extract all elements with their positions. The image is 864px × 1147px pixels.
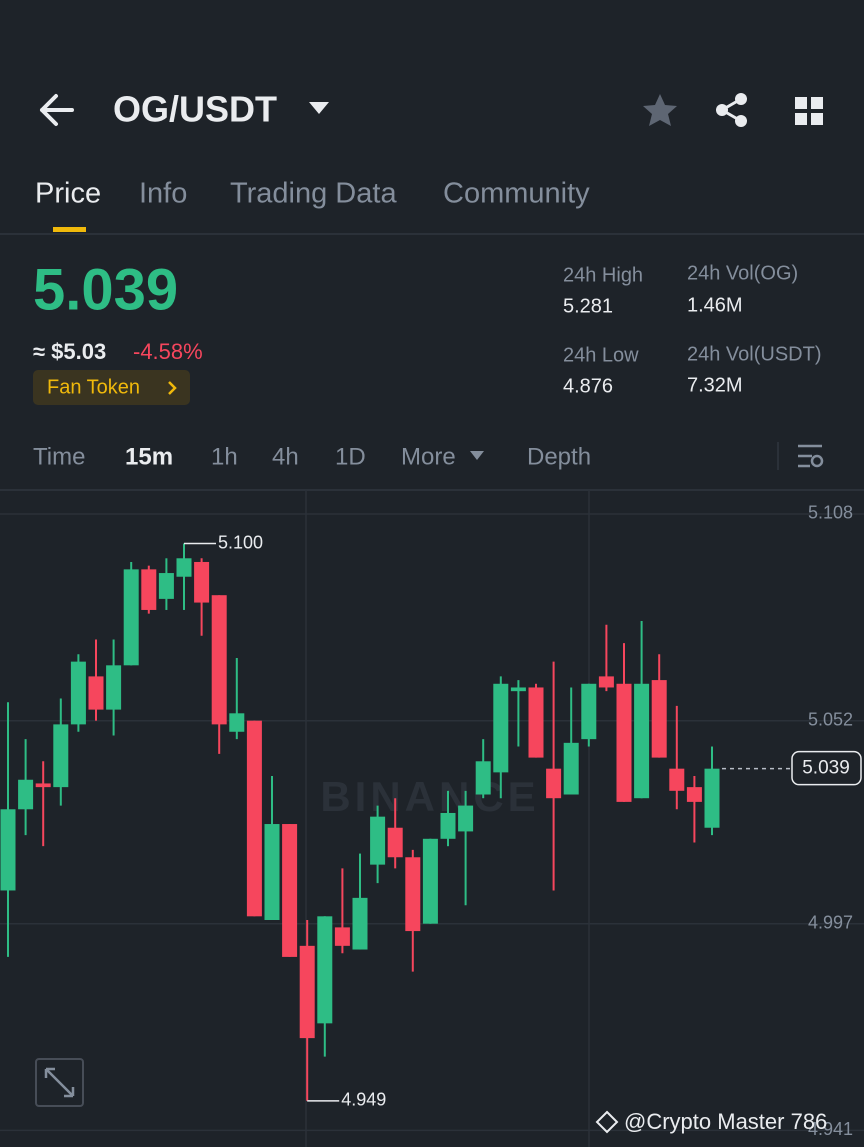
interval[interactable]: 1h: [211, 443, 238, 470]
candle-body: [211, 595, 227, 725]
candle-body: [651, 680, 667, 758]
chart-settings[interactable]: [798, 444, 824, 468]
settings-lines: [798, 444, 822, 468]
candle-body: [0, 809, 16, 891]
candle-body: [475, 761, 491, 795]
candle-body: [493, 683, 509, 773]
candle-body: [634, 683, 650, 799]
last-price-tag: [791, 750, 862, 786]
candle-body: [282, 824, 298, 957]
credit: @Crypto Master 786: [624, 1109, 827, 1134]
candle-body: [334, 927, 350, 946]
candle-body: [88, 676, 104, 710]
tab-indicator: [53, 227, 86, 232]
last-price-label: 5.039: [802, 758, 850, 779]
stat-value: 1.46M: [687, 294, 743, 316]
more-caret: [470, 451, 484, 460]
settings-gear: [810, 454, 824, 468]
candle-body: [616, 683, 632, 802]
candle-body: [352, 897, 368, 950]
grid-cell: [811, 97, 823, 109]
candle-body: [528, 687, 544, 758]
share-lines: [719, 97, 742, 123]
max-marker-label: 5.100: [218, 532, 263, 552]
stat-label: 24h High: [563, 264, 643, 286]
candle-body: [387, 827, 403, 858]
tag-text: Fan Token: [47, 376, 140, 398]
tab[interactable]: Price: [35, 178, 101, 210]
tab[interactable]: Info: [139, 178, 187, 210]
tab[interactable]: Trading Data: [230, 178, 397, 210]
interval[interactable]: 1D: [335, 443, 366, 470]
candle-body: [669, 768, 685, 791]
candle-body: [35, 783, 51, 788]
pair-title[interactable]: OG/USDT: [113, 89, 277, 130]
grid-menu[interactable]: [795, 97, 823, 125]
candle-body: [229, 713, 245, 732]
candle-body: [686, 787, 702, 802]
interval[interactable]: 4h: [272, 443, 299, 470]
candle-body: [106, 665, 122, 710]
candle-body: [317, 916, 333, 1024]
stat-value: 5.281: [563, 295, 613, 317]
stat-label: 24h Vol(OG): [687, 262, 798, 284]
watermark: BINANCE: [320, 773, 539, 820]
credit-logo: [595, 1110, 619, 1134]
candle-body: [53, 724, 69, 788]
stat-value: 7.32M: [687, 374, 743, 396]
candle-body: [18, 779, 34, 810]
stat-value: 4.876: [563, 375, 613, 397]
back-arrow: [40, 94, 74, 126]
candle-body: [440, 812, 456, 839]
tag-chip[interactable]: [33, 370, 190, 405]
y-tick-label: 4.997: [808, 912, 853, 932]
share-button[interactable]: [716, 93, 747, 127]
y-tick-label: 5.052: [808, 709, 853, 729]
candle-body: [176, 558, 192, 577]
candle-body: [405, 857, 421, 932]
interval[interactable]: Depth: [527, 443, 591, 470]
candle-body: [458, 805, 474, 832]
candle-body: [422, 838, 438, 924]
candle-body: [704, 768, 720, 828]
candle-body: [581, 683, 597, 740]
fullscreen-icon: [44, 1067, 75, 1098]
interval[interactable]: More: [401, 443, 456, 470]
candlestick-chart: 5.108 5.052 4.997 4.941 5.100 4.949 5.039: [0, 503, 864, 1139]
back-button[interactable]: [40, 94, 74, 126]
candle-body: [299, 945, 315, 1039]
y-tick-label: 5.108: [808, 503, 853, 523]
fiat-price: ≈ $5.03: [33, 339, 106, 364]
candle-body: [510, 687, 526, 692]
favorite-star[interactable]: [643, 94, 677, 126]
candle-body: [194, 561, 210, 603]
candle-body: [141, 569, 157, 610]
grid-cell: [795, 113, 807, 125]
last-price: 5.039: [33, 257, 178, 322]
candle-body: [370, 816, 386, 865]
candle-body: [546, 768, 562, 799]
candle-body: [598, 676, 614, 688]
grid-cell: [811, 113, 823, 125]
stat-label: 24h Low: [563, 344, 639, 366]
y-tick-label: 4.941: [808, 1119, 853, 1139]
grid-cell: [795, 97, 807, 109]
candle-body: [264, 824, 280, 921]
candle-body: [246, 720, 262, 917]
candle-body: [563, 742, 579, 795]
candle-body: [158, 573, 174, 599]
interval[interactable]: Time: [33, 443, 85, 470]
candle-body: [70, 661, 86, 725]
fullscreen-button[interactable]: [35, 1058, 84, 1107]
tag-chevron: [168, 381, 177, 395]
min-marker-label: 4.949: [341, 1090, 386, 1110]
price-change: -4.58%: [133, 339, 203, 364]
stat-label: 24h Vol(USDT): [687, 343, 822, 365]
interval[interactable]: 15m: [125, 443, 173, 470]
tab[interactable]: Community: [443, 178, 590, 210]
candle-body: [123, 569, 139, 666]
pair-dropdown[interactable]: [309, 102, 329, 114]
